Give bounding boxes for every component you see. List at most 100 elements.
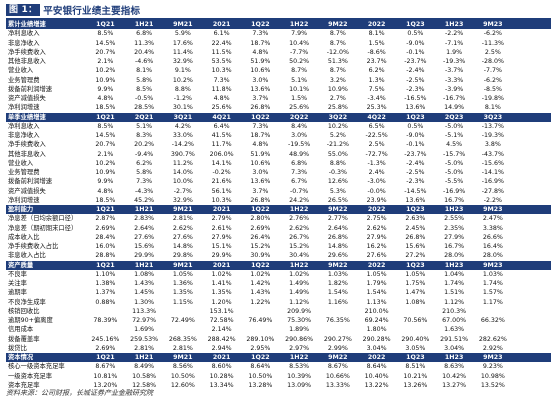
table-cell: 48.9% — [289, 150, 310, 158]
table-cell: 13.09% — [287, 381, 312, 389]
table-cell: 245.16% — [91, 335, 120, 343]
table-cell: 23.9% — [366, 196, 387, 204]
table-cell: 7.3% — [252, 30, 269, 38]
table-cell: 1.35% — [211, 289, 232, 297]
table-cell: 2.55% — [444, 215, 465, 223]
table-cell: 1.82% — [327, 280, 348, 287]
period-header: 9M23 — [483, 21, 503, 28]
table-cell: 390.7% — [170, 150, 195, 158]
row-label: 关注率 — [8, 280, 27, 287]
table-cell: -0.7% — [289, 187, 309, 195]
table-cell: 1.41% — [211, 280, 232, 287]
table-cell: 10.21% — [403, 372, 428, 380]
table-cell: -6.2% — [483, 76, 503, 84]
table-cell: 1.49% — [289, 280, 310, 287]
period-header: 1Q21 — [96, 206, 115, 213]
table-cell: 66.32% — [480, 317, 505, 324]
table-cell: 10.9% — [95, 169, 116, 176]
table-cell: 8.4% — [291, 122, 308, 130]
section-header-row: 累计业绩增速 1Q21 1H21 9M21 2021 1Q22 1H22 9M22 2022 1Q… — [6, 20, 551, 30]
table-cell: -11.3% — [481, 39, 505, 47]
table-cell: 268.35% — [168, 335, 197, 343]
table-cell: 76.49% — [248, 317, 273, 324]
row-label: 信用成本 — [8, 326, 34, 334]
period-header: 3Q23 — [483, 113, 503, 121]
table-cell: 51.3% — [327, 58, 348, 65]
row-label: 净利息收入 — [8, 122, 40, 130]
table-row: 不良净生成率 0.88% 1.30% 1.15% 1.20% 1.22% 1.12% 1.16… — [6, 298, 551, 307]
row-label: 净手续费收入 — [8, 48, 46, 56]
table-cell: -0.5% — [134, 95, 154, 102]
table-cell: -2.7% — [173, 187, 193, 195]
period-header: 9M21 — [173, 261, 193, 269]
table-cell: 26.8% — [327, 233, 348, 241]
period-header: 1H21 — [134, 261, 154, 269]
table-cell: 51.9% — [250, 150, 271, 158]
table-row: 净手续费收入 20.7% 20.4% 11.4% 11.5% 4.8% -7.7% -12.0… — [6, 48, 551, 57]
table-cell: 50.2% — [289, 58, 310, 65]
table-cell: 1.17% — [482, 298, 503, 306]
row-label: 不良率 — [8, 270, 27, 278]
table-cell: 23.7% — [366, 58, 387, 65]
table-cell: 13.6% — [250, 85, 271, 93]
table-cell: 10.50% — [248, 372, 273, 380]
table-cell: 1.15% — [172, 298, 193, 306]
table-cell: -28.0% — [481, 58, 505, 65]
table-cell: 13.20% — [93, 381, 118, 389]
table-cell: -16.9% — [442, 187, 466, 195]
table-cell: 72.49% — [170, 317, 195, 324]
row-label: 净利润增速 — [8, 104, 40, 112]
table-cell: 6.8% — [136, 30, 153, 38]
period-header: 1Q21 — [96, 21, 115, 28]
table-cell: 4.8% — [213, 95, 230, 102]
table-cell: 18.5% — [95, 196, 116, 204]
period-header: 2022 — [367, 354, 386, 361]
period-header: 1Q23 — [406, 206, 425, 213]
table-cell: 8.1% — [136, 67, 153, 75]
period-header: 1H23 — [444, 261, 464, 269]
table-cell: -16.9% — [481, 178, 505, 186]
table-cell: 1.3% — [368, 76, 385, 84]
table-cell: 8.5% — [136, 85, 153, 93]
table-cell: 8.7% — [329, 67, 346, 75]
table-row: 信用成本 1.69% 2.14% 1.89% 1.80% 1.63% — [6, 325, 551, 334]
table-cell: 20.4% — [134, 48, 155, 56]
period-header: 1Q23 — [406, 113, 425, 121]
table-cell: 28.0% — [482, 252, 503, 260]
table-cell: 1.37% — [95, 289, 116, 297]
period-header: 2021 — [212, 21, 231, 28]
table-cell: 1.75% — [405, 280, 426, 287]
table-cell: 29.9% — [211, 252, 232, 260]
table-cell: 206.0% — [209, 150, 234, 158]
table-cell: 1.04% — [444, 270, 465, 278]
table-cell: 10.66% — [325, 372, 350, 380]
table-cell: -2.5% — [406, 76, 425, 84]
table-cell: 113.3% — [132, 307, 157, 315]
table-cell: 22.4% — [211, 39, 232, 47]
table-cell: 27.9% — [211, 233, 232, 241]
table-cell: 259.53% — [130, 335, 159, 343]
table-cell: 14.8% — [327, 243, 348, 250]
table-cell: 13.6% — [405, 196, 426, 204]
table-cell: 10.50% — [170, 372, 195, 380]
table-cell: 2.47% — [482, 215, 503, 223]
table-cell: 2.61% — [211, 224, 232, 232]
table-cell: 15.2% — [289, 243, 310, 250]
table-cell: 2.4% — [368, 169, 385, 176]
table-cell: -6.2% — [483, 30, 503, 38]
row-label: 净息差（期初期末口径） — [8, 224, 78, 232]
period-header: 4Q22 — [367, 113, 386, 121]
table-cell: -14.1% — [481, 169, 505, 176]
table-cell: 10.6% — [250, 67, 271, 75]
section-title: 资产质量 — [8, 261, 34, 269]
table-cell: -9.0% — [406, 132, 425, 139]
table-cell: 1.10% — [95, 270, 116, 278]
table-row: 净利润增速 18.5% 28.5% 30.1% 25.6% 26.8% 25.6% 25.8%… — [6, 103, 551, 112]
table-cell: -14.5% — [404, 187, 427, 195]
table-cell: 14.5% — [95, 132, 116, 139]
table-cell: 10.42% — [442, 372, 467, 380]
table-cell: 1.5% — [368, 39, 385, 47]
row-label: 拨备前利润增速 — [8, 85, 53, 93]
table-row: 逾期90+偏离度 78.39% 72.97% 72.49% 72.58% 76.49% 75… — [6, 316, 551, 325]
table-cell: 2.63% — [405, 215, 426, 223]
